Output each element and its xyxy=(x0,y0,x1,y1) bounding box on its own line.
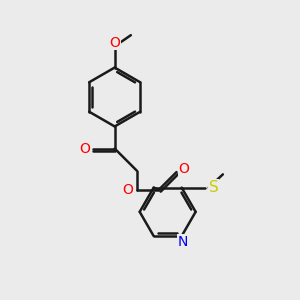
Text: O: O xyxy=(109,35,120,50)
Text: S: S xyxy=(208,180,218,195)
Text: O: O xyxy=(79,142,90,155)
Text: O: O xyxy=(122,183,134,197)
Text: O: O xyxy=(178,162,189,176)
Text: N: N xyxy=(178,235,188,249)
